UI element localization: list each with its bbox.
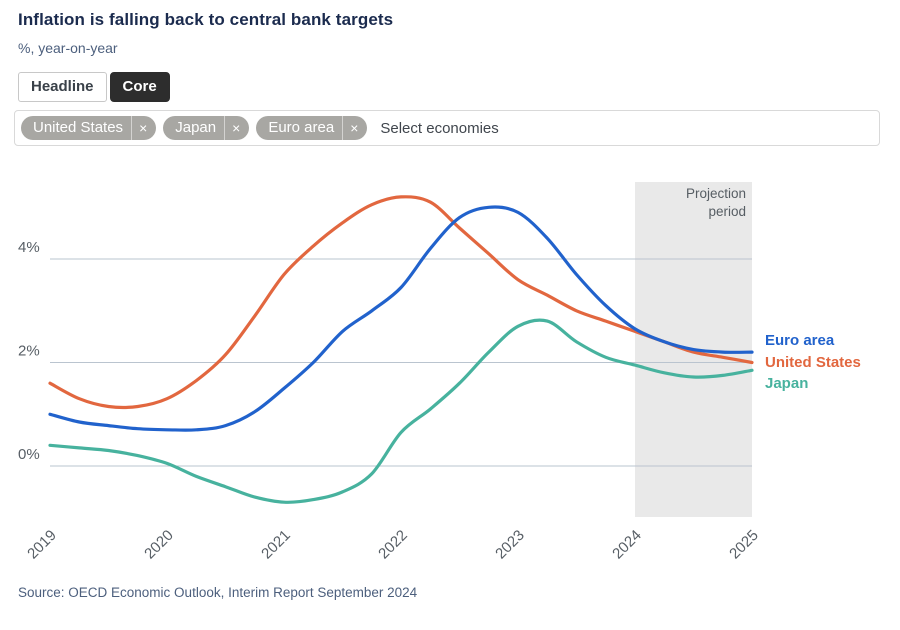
series-label-japan: Japan bbox=[765, 375, 808, 392]
page-subtitle: %, year-on-year bbox=[18, 40, 118, 56]
projection-period-label: Projection bbox=[686, 186, 746, 201]
remove-tag-icon[interactable]: × bbox=[342, 116, 367, 140]
series-line-united-states bbox=[48, 195, 754, 410]
projection-period-label: period bbox=[708, 204, 746, 219]
y-tick-label: 0% bbox=[18, 446, 40, 463]
series-line-japan bbox=[48, 318, 754, 504]
series-label-united-states: United States bbox=[765, 354, 861, 371]
source-note: Source: OECD Economic Outlook, Interim R… bbox=[18, 585, 418, 600]
economy-select-input[interactable]: United States × Japan × Euro area × Sele… bbox=[14, 110, 880, 146]
series-label-euro-area: Euro area bbox=[765, 332, 835, 349]
remove-tag-icon[interactable]: × bbox=[131, 116, 156, 140]
x-tick-label: 2020 bbox=[141, 527, 177, 563]
measure-toggle: Headline Core bbox=[18, 72, 173, 102]
x-tick-label: 2024 bbox=[609, 527, 645, 563]
x-tick-label: 2025 bbox=[726, 527, 762, 563]
remove-tag-icon[interactable]: × bbox=[224, 116, 249, 140]
selected-economy-tag: United States × bbox=[21, 116, 157, 140]
select-placeholder: Select economies bbox=[380, 119, 499, 137]
x-tick-label: 2022 bbox=[375, 527, 411, 563]
tag-label: Euro area bbox=[268, 119, 335, 136]
page-title: Inflation is falling back to central ban… bbox=[18, 10, 394, 29]
x-tick-label: 2023 bbox=[492, 527, 528, 563]
selected-economy-tag: Euro area × bbox=[256, 116, 368, 140]
headline-toggle-button[interactable]: Headline bbox=[18, 72, 107, 102]
x-tick-label: 2021 bbox=[258, 527, 294, 563]
inflation-line-chart: Projection period 0% 2% 4% 2019 2020 2021 2022 20… bbox=[18, 182, 861, 563]
core-toggle-button[interactable]: Core bbox=[109, 72, 170, 102]
selected-economy-tag: Japan × bbox=[163, 116, 250, 140]
x-tick-label: 2019 bbox=[24, 527, 60, 563]
tag-label: Japan bbox=[175, 119, 217, 136]
tag-label: United States bbox=[33, 119, 124, 136]
y-tick-label: 2% bbox=[18, 343, 40, 360]
series-line-euro-area bbox=[48, 205, 754, 432]
y-tick-label: 4% bbox=[18, 239, 40, 256]
